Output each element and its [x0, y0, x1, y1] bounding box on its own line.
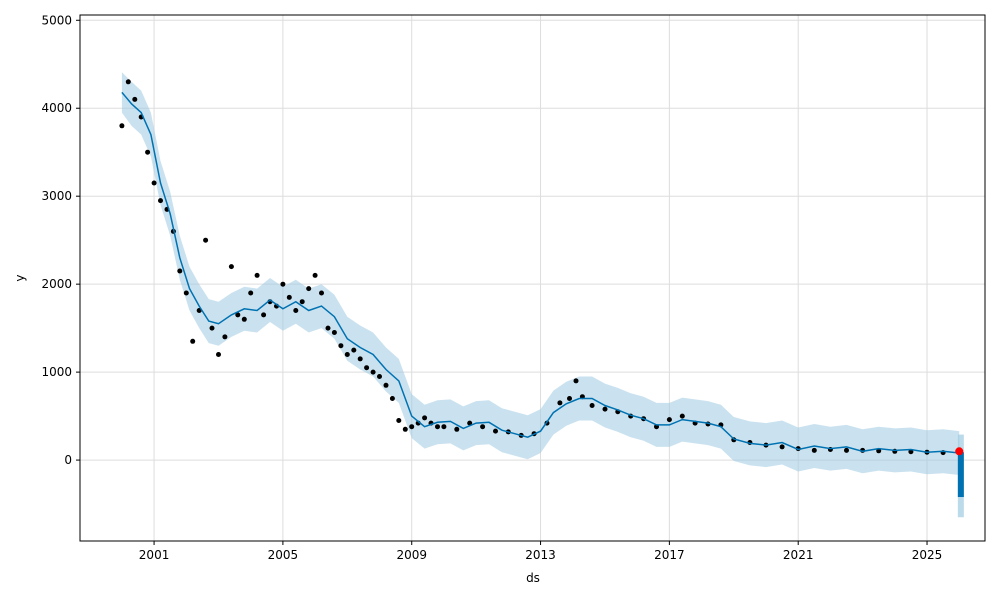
y-tick-label: 1000	[41, 365, 72, 379]
observed-point	[377, 374, 382, 379]
observed-point	[344, 352, 350, 357]
observed-point	[254, 272, 260, 278]
observed-point	[357, 356, 363, 362]
x-tick-label: 2013	[525, 548, 556, 562]
y-axis-label: y	[13, 274, 27, 281]
observed-point	[422, 415, 428, 421]
x-tick-label: 2005	[268, 548, 299, 562]
observed-point	[183, 290, 189, 296]
y-tick-label: 5000	[41, 13, 72, 27]
observed-point	[383, 382, 389, 388]
observed-point	[779, 444, 785, 450]
observed-point	[145, 149, 151, 155]
x-axis: 2001 2005 2009 2013 2017 2021 2025	[139, 541, 943, 562]
uncertainty-band	[121, 72, 960, 475]
observed-point	[125, 79, 131, 85]
observed-point	[235, 312, 241, 318]
observed-point	[338, 343, 344, 349]
observed-points-layer	[119, 79, 962, 456]
observed-point	[248, 290, 254, 296]
x-tick-label: 2017	[654, 548, 685, 562]
observed-point	[190, 338, 196, 344]
observed-point	[177, 268, 183, 274]
observed-point	[209, 325, 215, 331]
observed-point	[331, 330, 337, 335]
observed-point	[567, 396, 572, 401]
observed-point	[467, 420, 473, 426]
y-tick-label: 3000	[41, 189, 72, 203]
x-tick-label: 2001	[139, 548, 170, 562]
observed-point	[293, 308, 299, 313]
observed-point	[364, 365, 370, 371]
observed-point	[306, 286, 312, 292]
observed-point	[280, 281, 286, 287]
observed-point	[589, 403, 595, 408]
x-tick-label: 2021	[783, 548, 814, 562]
grid-layer	[80, 15, 985, 541]
observed-point	[389, 396, 395, 401]
observed-point	[228, 264, 234, 270]
observed-point	[844, 447, 849, 453]
observed-point	[602, 406, 608, 412]
observed-point	[402, 426, 408, 432]
observed-point	[261, 312, 267, 318]
observed-point	[351, 347, 357, 353]
observed-point	[493, 428, 498, 434]
x-tick-label: 2025	[912, 548, 943, 562]
observed-point	[435, 424, 440, 430]
x-axis-label: ds	[526, 571, 540, 585]
observed-point	[151, 180, 157, 186]
observed-point	[441, 424, 447, 430]
forecast-tail-line	[957, 452, 964, 498]
observed-point	[370, 369, 376, 375]
observed-point	[132, 96, 138, 102]
y-tick-label: 4000	[41, 101, 72, 115]
observed-point	[409, 424, 415, 430]
observed-point	[203, 237, 209, 243]
observed-point	[480, 424, 486, 430]
plot-frame	[79, 14, 986, 542]
observed-point	[312, 272, 318, 278]
y-axis: 0 1000 2000 3000 4000 5000	[41, 13, 80, 467]
observed-point	[241, 316, 247, 322]
observed-point	[299, 299, 305, 305]
observed-point	[811, 447, 817, 453]
observed-point	[325, 325, 331, 331]
observed-point	[573, 378, 579, 384]
observed-point	[396, 418, 402, 423]
forecast-line-layer	[121, 91, 964, 498]
latest-point	[955, 447, 964, 456]
observed-point	[119, 123, 125, 129]
observed-point	[666, 417, 672, 423]
observed-point	[216, 352, 221, 357]
observed-point	[158, 198, 163, 204]
observed-point	[286, 294, 292, 300]
observed-point	[319, 290, 324, 296]
y-tick-label: 2000	[41, 277, 72, 291]
x-tick-label: 2009	[396, 548, 427, 562]
observed-point	[222, 334, 228, 340]
observed-point	[557, 400, 563, 406]
forecast-line	[121, 91, 960, 454]
y-tick-label: 0	[64, 453, 72, 467]
observed-point	[454, 426, 460, 432]
observed-point	[679, 413, 685, 419]
